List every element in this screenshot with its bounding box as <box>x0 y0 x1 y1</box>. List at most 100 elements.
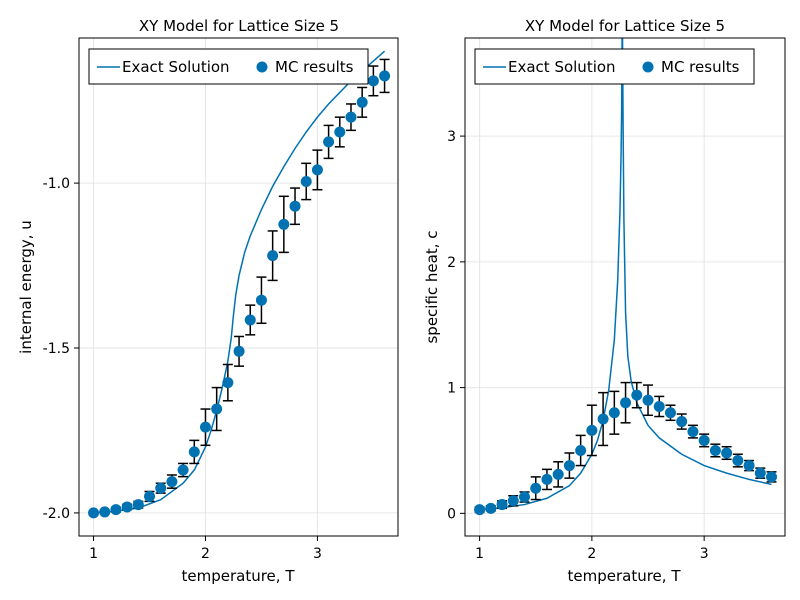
mc-marker <box>519 491 531 503</box>
plot-frame <box>78 37 399 537</box>
mc-marker <box>474 504 486 516</box>
legend-marker-swatch <box>642 61 654 73</box>
legend-label-exact: Exact Solution <box>122 58 230 76</box>
mc-data-point <box>367 65 379 97</box>
mc-data-point <box>732 453 744 468</box>
mc-marker <box>563 460 575 472</box>
legend-label-mc: MC results <box>275 58 354 76</box>
mc-marker <box>698 434 710 446</box>
mc-marker <box>743 460 755 472</box>
mc-marker <box>687 426 699 438</box>
mc-marker <box>530 482 542 494</box>
mc-marker <box>132 499 144 511</box>
mc-marker <box>485 502 497 514</box>
mc-marker <box>541 473 553 485</box>
y-axis-label: internal energy, u <box>17 220 35 354</box>
y-tick-label: -2.0 <box>43 506 70 522</box>
mc-marker <box>188 446 200 458</box>
mc-data-point <box>631 381 643 409</box>
mc-marker <box>121 501 133 513</box>
y-tick-label: 1 <box>447 381 456 397</box>
x-tick-label: 3 <box>700 546 709 562</box>
exact-solution-line <box>93 50 386 514</box>
mc-data-point <box>664 404 676 422</box>
y-tick-label: -1.0 <box>43 176 70 192</box>
x-axis-label: temperature, T <box>182 567 296 585</box>
mc-marker <box>311 164 323 176</box>
mc-marker <box>575 444 587 456</box>
legend-label-mc: MC results <box>661 58 740 76</box>
mc-data-point <box>687 424 699 439</box>
mc-data-point <box>255 276 267 325</box>
mc-marker <box>211 403 223 415</box>
mc-data-point <box>323 124 335 160</box>
mc-marker <box>345 111 357 123</box>
mc-marker <box>496 499 508 511</box>
mc-marker <box>144 490 156 502</box>
mc-marker <box>732 455 744 467</box>
mc-data-point <box>519 491 531 503</box>
mc-data-point <box>110 504 122 516</box>
mc-marker <box>507 495 519 507</box>
mc-marker <box>552 468 564 480</box>
mc-data-point <box>766 471 778 483</box>
legend: Exact Solution MC results <box>88 48 369 85</box>
mc-marker <box>676 416 688 428</box>
mc-data-point <box>698 433 710 448</box>
legend: Exact Solution MC results <box>474 48 755 85</box>
mc-data-point <box>88 507 100 519</box>
mc-marker <box>586 424 598 436</box>
chart-panel-energy: XY Model for Lattice Size 5 1 2 3 -1.0 -1.5 -… <box>17 17 399 585</box>
mc-marker <box>278 218 290 230</box>
mc-marker <box>199 421 211 433</box>
mc-data-point <box>552 461 564 488</box>
x-tick-label: 3 <box>313 546 322 562</box>
y-axis-label: specific heat, c <box>423 230 441 343</box>
mc-data-point <box>485 502 497 514</box>
mc-marker <box>99 506 111 518</box>
mc-data-point <box>244 304 256 336</box>
mc-data-point <box>597 391 609 447</box>
mc-data-point <box>121 501 133 513</box>
mc-data-point <box>345 103 357 132</box>
mc-data-point <box>530 476 542 501</box>
mc-marker <box>356 96 368 108</box>
legend-marker-swatch <box>256 61 268 73</box>
mc-marker <box>166 476 178 488</box>
y-tick-label: 3 <box>447 129 456 145</box>
mc-data-point <box>496 499 508 511</box>
x-tick-label: 1 <box>475 546 484 562</box>
mc-marker <box>177 464 189 476</box>
mc-data-point <box>379 58 391 94</box>
mc-marker <box>367 75 379 87</box>
mc-marker <box>88 507 100 519</box>
mc-data-point <box>563 452 575 479</box>
mc-data-point <box>233 335 245 367</box>
mc-data-point <box>132 499 144 511</box>
chart-title: XY Model for Lattice Size 5 <box>525 17 725 35</box>
mc-marker <box>244 314 256 326</box>
mc-data-point <box>166 474 178 489</box>
mc-marker <box>766 471 778 483</box>
mc-data-point <box>222 363 234 402</box>
mc-data-point <box>211 386 223 432</box>
mc-data-point <box>709 443 721 458</box>
mc-marker <box>709 444 721 456</box>
mc-data-point <box>676 413 688 430</box>
mc-data-point <box>721 445 733 461</box>
mc-marker <box>631 389 643 401</box>
mc-marker <box>597 413 609 425</box>
mc-marker <box>608 407 620 419</box>
mc-data-point <box>334 116 346 148</box>
legend-box <box>88 48 369 85</box>
mc-marker <box>721 447 733 459</box>
x-tick-label: 1 <box>89 546 98 562</box>
mc-data-point <box>311 149 323 191</box>
mc-marker <box>255 294 267 306</box>
legend-box <box>474 48 755 85</box>
mc-data-point <box>99 506 111 518</box>
mc-marker <box>300 175 312 187</box>
x-axis-label: temperature, T <box>568 567 682 585</box>
y-tick-label: -1.5 <box>43 341 70 357</box>
mc-data-point <box>188 439 200 465</box>
